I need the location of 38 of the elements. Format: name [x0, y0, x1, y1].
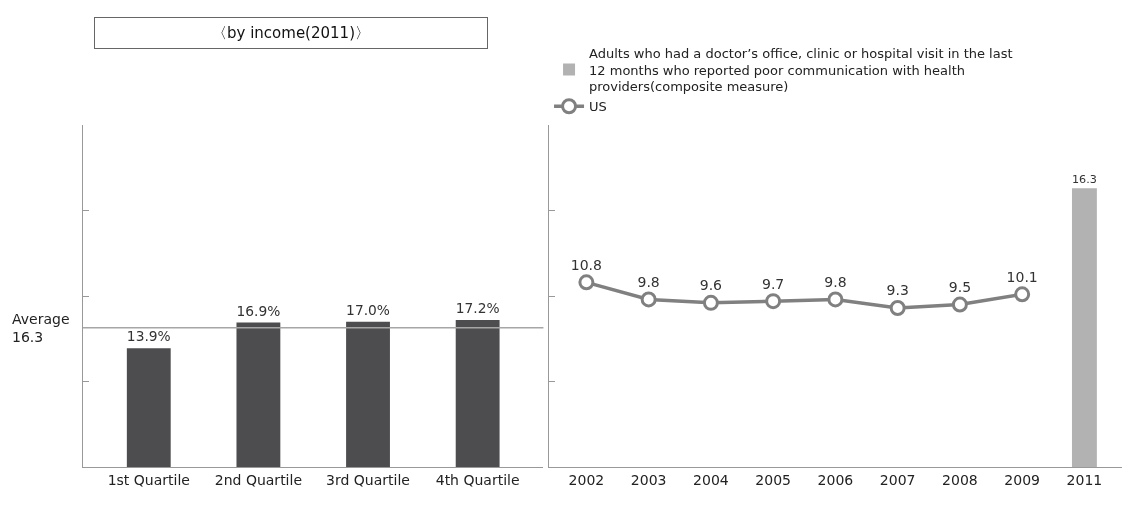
- data-label: 9.5: [948, 278, 972, 295]
- data-label: 9.6: [699, 277, 723, 294]
- x-tick-label: 2009: [1004, 471, 1040, 488]
- data-label: 16.3: [1071, 172, 1097, 186]
- data-label: 13.9%: [126, 328, 171, 345]
- point: [1014, 286, 1031, 303]
- point: [765, 293, 782, 310]
- x-tick-label: 1st Quartile: [107, 471, 190, 488]
- data-label: 9.3: [886, 282, 909, 299]
- x-tick-label: 4th Quartile: [435, 471, 520, 488]
- data-label: 10.1: [1006, 268, 1038, 285]
- point: [951, 296, 968, 313]
- x-tick-label: 2005: [755, 471, 791, 488]
- x-tick-label: 2004: [693, 471, 729, 488]
- chart-title: 〈by income(2011)〉: [212, 24, 370, 42]
- point: [827, 291, 844, 308]
- data-label: 9.8: [824, 273, 847, 290]
- point: [702, 294, 719, 311]
- data-label: 10.8: [570, 256, 602, 273]
- x-tick-label: 2007: [879, 471, 916, 488]
- point: [889, 299, 906, 316]
- point: [640, 291, 657, 308]
- data-label: 17.0%: [346, 301, 390, 318]
- data-label: 9.8: [637, 273, 660, 290]
- x-tick-label: 2003: [630, 471, 667, 488]
- x-tick-label: 2011: [1066, 471, 1103, 488]
- point: [578, 274, 595, 291]
- x-tick-label: 2006: [817, 471, 854, 488]
- data-label: 17.2%: [455, 300, 500, 317]
- legend-label: US: [589, 99, 607, 115]
- x-tick-label: 2008: [942, 471, 978, 488]
- x-tick-label: 2nd Quartile: [214, 471, 303, 488]
- data-label: 9.7: [762, 275, 785, 292]
- data-label: 16.9%: [236, 302, 281, 319]
- ref-line-label: Average 16.3: [12, 311, 70, 346]
- legend-label: Adults who had a doctor’s office, clinic or hospital visit in the last 12 months who reported poor communication with health providers(composite measure): [589, 45, 1013, 95]
- x-tick-label: 3rd Quartile: [326, 471, 410, 488]
- x-tick-label: 2002: [568, 471, 605, 488]
